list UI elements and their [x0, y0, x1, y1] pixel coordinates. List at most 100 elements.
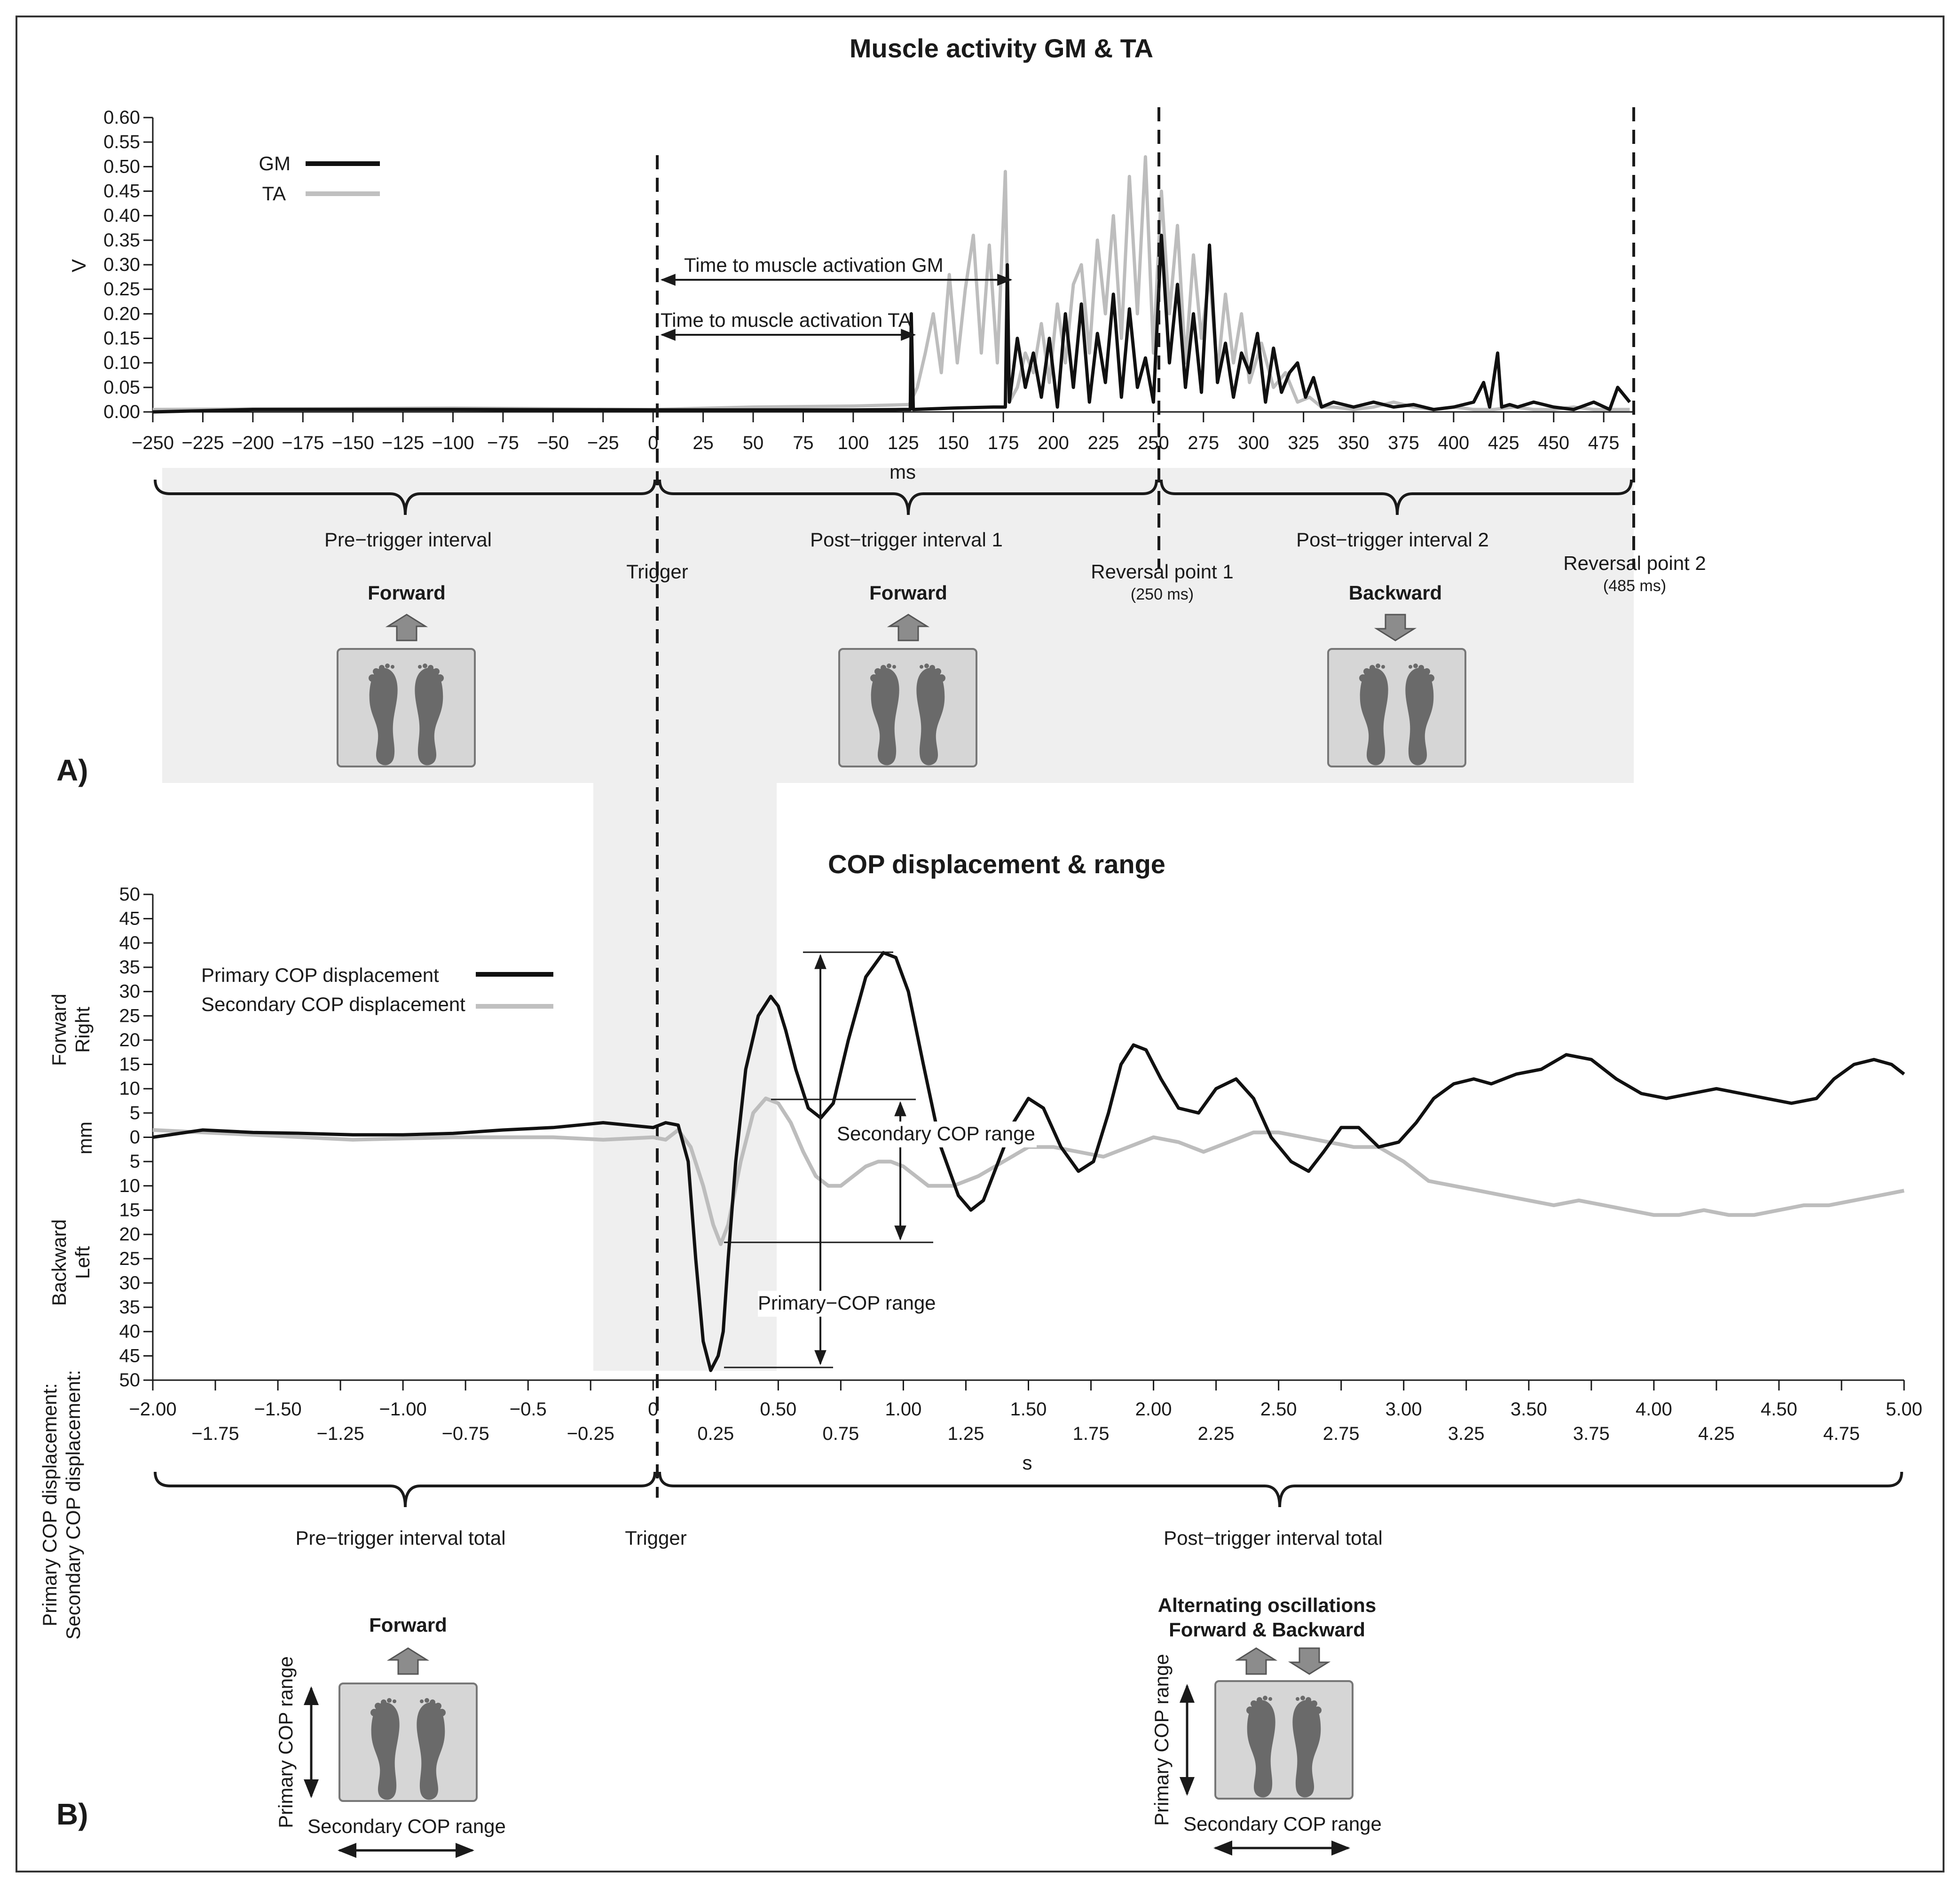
forward-arrow-icon: [887, 614, 930, 641]
chart-a-series: [152, 155, 1631, 414]
y-tick-label: 0.00: [103, 402, 140, 422]
x-tick-label: 125: [888, 433, 919, 453]
direction-label-2: Forward: [869, 582, 947, 604]
panel-b-label: B): [56, 1797, 88, 1831]
pre-trigger-total-label: Pre−trigger interval total: [295, 1527, 505, 1549]
force-plate-icon: [1214, 1680, 1354, 1800]
y-tick-label: 0.05: [103, 377, 140, 398]
y-tick-label: 25: [119, 1248, 141, 1269]
shaded-region: [162, 468, 1634, 1371]
x-tick-label: 50: [743, 433, 764, 453]
x-tick-label: 2.25: [1198, 1423, 1235, 1444]
y-tick-label: 50: [119, 1370, 141, 1390]
y-tick-label: 5: [130, 1151, 140, 1172]
x-tick-label: 0.25: [697, 1423, 734, 1444]
y-tick-label: 0.10: [103, 353, 140, 373]
legend-primary-label: Primary COP displacement: [201, 964, 439, 986]
left-axis-label-secondary: Secondary COP displacement:: [62, 1370, 84, 1640]
x-tick-label: −1.00: [379, 1399, 427, 1420]
x-tick-label: 425: [1488, 433, 1519, 453]
post-direction-label-2: Forward & Backward: [1169, 1619, 1365, 1641]
x-tick-label: 450: [1538, 433, 1569, 453]
y-tick-label: 20: [119, 1224, 141, 1245]
x-tick-label: −100: [432, 433, 474, 453]
x-tick-label: 350: [1338, 433, 1370, 453]
y-tick-label: 0: [130, 1127, 140, 1148]
reversal2-ms-label: (485 ms): [1603, 577, 1666, 595]
post-trigger-interval1-label: Post−trigger interval 1: [810, 529, 1003, 551]
x-tick-label: 2.50: [1260, 1399, 1297, 1420]
x-tick-label: 1.00: [885, 1399, 921, 1420]
y-tick-label: 15: [119, 1054, 141, 1075]
x-tick-label: 200: [1038, 433, 1069, 453]
y-tick-label: 0.40: [103, 205, 140, 226]
figure-frame: [16, 16, 1944, 1872]
primary-range-label-right: Primary COP range: [1150, 1654, 1173, 1826]
secondary-range-label-right: Secondary COP range: [1183, 1813, 1382, 1835]
series-line-ta: [152, 155, 1630, 411]
x-tick-label: 100: [837, 433, 869, 453]
direction-label-1: Forward: [368, 582, 446, 604]
y-tick-label: 20: [119, 1030, 141, 1051]
x-tick-label: −2.00: [129, 1399, 176, 1420]
chart-a-xticks: −250 −225 −200 −175 −150 −125 −100 −75 −50 −25 0 25…: [132, 412, 1620, 453]
y-tick-label: 0.15: [103, 328, 140, 349]
x-tick-label: 225: [1088, 433, 1119, 453]
x-tick-label: 2.00: [1135, 1399, 1172, 1420]
x-tick-label: −125: [382, 433, 424, 453]
y-tick-label: 35: [119, 1297, 141, 1318]
x-tick-label: −0.75: [442, 1423, 489, 1444]
x-tick-label: 1.50: [1010, 1399, 1047, 1420]
y-tick-label: 45: [119, 908, 141, 929]
y-tick-label: 50: [119, 884, 141, 905]
x-tick-label: 1.75: [1073, 1423, 1110, 1444]
secondary-range-label-bg: [837, 1122, 1037, 1147]
chart-a-ylabel: V: [68, 259, 90, 272]
x-tick-label: 4.75: [1823, 1423, 1860, 1444]
y-tick-label: 25: [119, 1005, 141, 1026]
y-tick-label: 5: [130, 1103, 140, 1123]
y-tick-label: 0.30: [103, 254, 140, 275]
x-tick-label: 250: [1138, 433, 1169, 453]
trigger-label-b: Trigger: [625, 1527, 686, 1549]
x-tick-label: −200: [232, 433, 274, 453]
ylabel-backward: Backward: [48, 1219, 70, 1306]
y-tick-label: 35: [119, 957, 141, 978]
primary-range-label: Primary−COP range: [758, 1292, 936, 1314]
y-tick-label: 0.35: [103, 230, 140, 251]
post-trigger-total-label: Post−trigger interval total: [1164, 1527, 1383, 1549]
chart-b-xticks: −2.00 −1.50 −1.00 −0.5 0 0.50 1.00 1.50 2.00 2.50…: [129, 1380, 1922, 1444]
x-tick-label: 300: [1238, 433, 1269, 453]
interval-braces-a: [154, 479, 1633, 515]
force-plate-icon: [338, 1683, 478, 1802]
backward-arrow-icon: [1374, 614, 1417, 641]
series-line-primary: [152, 951, 1905, 1372]
secondary-range-label-left: Secondary COP range: [307, 1815, 506, 1837]
interval-braces-b: [154, 1471, 1903, 1508]
y-tick-label: 0.55: [103, 132, 140, 152]
chart-a-xlabel: ms: [889, 461, 916, 483]
x-tick-label: −50: [537, 433, 569, 453]
x-tick-label: 325: [1288, 433, 1319, 453]
x-tick-label: 4.25: [1698, 1423, 1735, 1444]
y-tick-label: 0.20: [103, 303, 140, 324]
reversal1-ms-label: (250 ms): [1131, 585, 1194, 603]
x-tick-label: 0.75: [822, 1423, 859, 1444]
y-tick-label: 40: [119, 1321, 141, 1342]
x-tick-label: 75: [793, 433, 814, 453]
x-tick-label: −1.50: [254, 1399, 301, 1420]
force-plate-icon: [337, 648, 476, 767]
x-tick-label: 25: [693, 433, 714, 453]
y-tick-label: 15: [119, 1200, 141, 1220]
x-tick-label: 275: [1188, 433, 1219, 453]
primary-range-label-bg: [758, 1291, 936, 1317]
x-tick-label: 175: [988, 433, 1019, 453]
legend-ta-label: TA: [262, 182, 286, 205]
x-tick-label: 5.00: [1886, 1399, 1922, 1420]
x-tick-label: −175: [282, 433, 324, 453]
direction-label-3: Backward: [1349, 582, 1442, 604]
chart-a-title: Muscle activity GM & TA: [850, 33, 1153, 63]
y-tick-label: 30: [119, 1272, 141, 1293]
